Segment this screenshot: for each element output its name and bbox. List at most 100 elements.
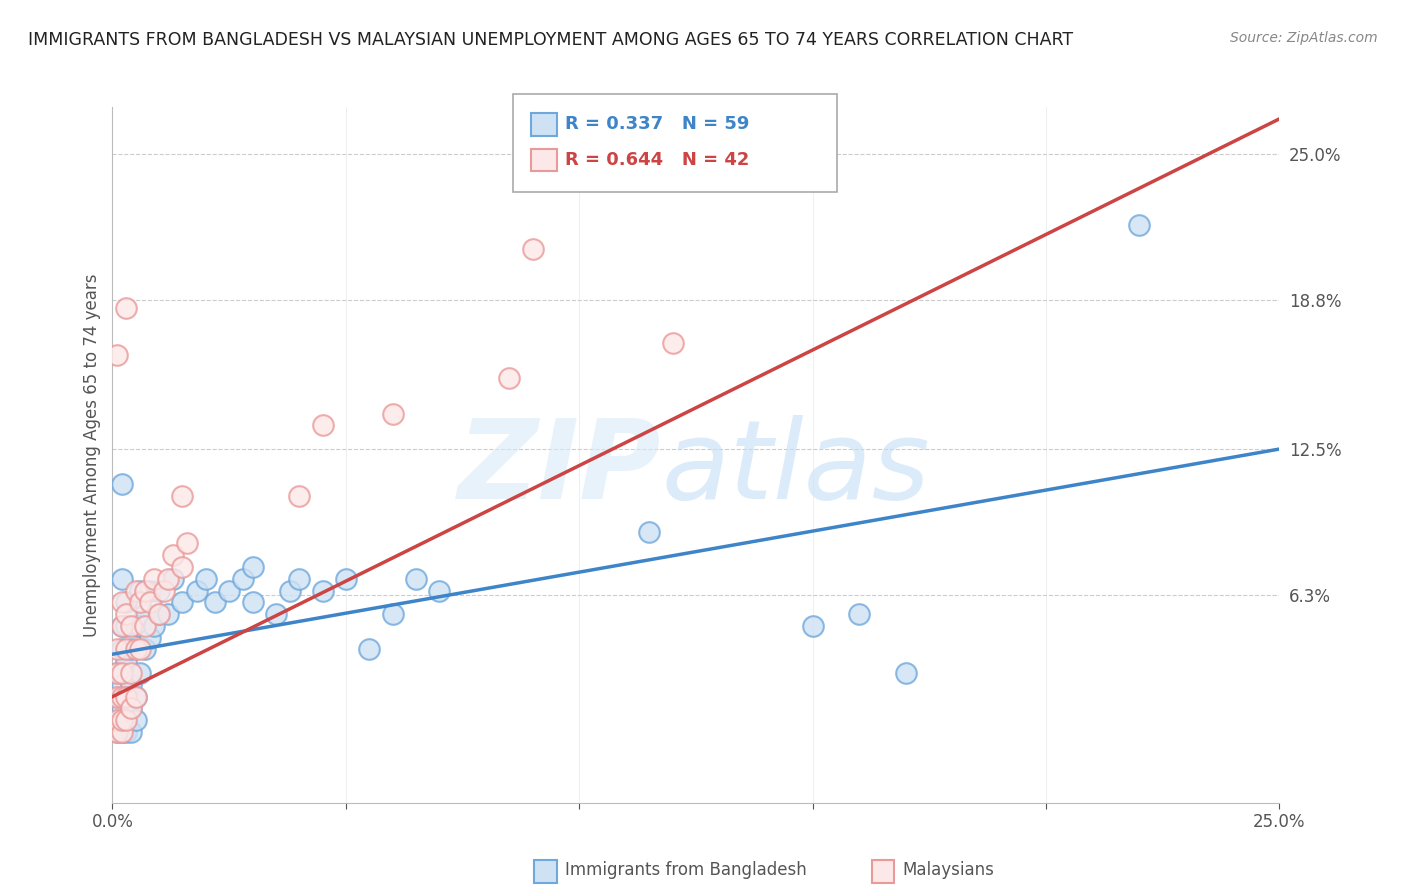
Point: [148, 607, 170, 621]
Point: [129, 666, 152, 681]
Point: [522, 242, 544, 256]
Text: ZIP: ZIP: [457, 416, 661, 523]
Point: [115, 725, 138, 739]
Point: [288, 572, 311, 586]
Point: [638, 524, 661, 539]
Point: [111, 595, 134, 609]
Point: [176, 536, 198, 550]
Point: [111, 572, 134, 586]
Point: [157, 572, 180, 586]
Point: [105, 713, 128, 727]
Point: [1128, 218, 1150, 232]
Point: [204, 595, 226, 609]
Point: [111, 619, 134, 633]
Point: [381, 407, 404, 421]
Point: [335, 572, 357, 586]
Point: [115, 654, 138, 668]
Point: [801, 619, 824, 633]
Point: [105, 642, 128, 657]
Point: [115, 619, 138, 633]
Point: [115, 690, 138, 704]
Point: [129, 595, 152, 609]
Point: [111, 690, 134, 704]
Point: [115, 713, 138, 727]
Point: [172, 560, 194, 574]
Point: [125, 583, 148, 598]
Point: [242, 560, 264, 574]
Point: [120, 642, 142, 657]
Point: [120, 701, 142, 715]
Point: [115, 642, 138, 657]
Point: [120, 725, 142, 739]
Point: [194, 572, 217, 586]
Point: [125, 619, 148, 633]
Point: [120, 678, 142, 692]
Point: [381, 607, 404, 621]
Point: [125, 690, 148, 704]
Point: [105, 725, 128, 739]
Point: [120, 701, 142, 715]
Point: [218, 583, 240, 598]
Text: Malaysians: Malaysians: [903, 861, 994, 879]
Point: [111, 642, 134, 657]
Point: [311, 418, 333, 433]
Point: [105, 690, 128, 704]
Point: [162, 548, 184, 562]
Point: [115, 595, 138, 609]
Point: [111, 477, 134, 491]
Y-axis label: Unemployment Among Ages 65 to 74 years: Unemployment Among Ages 65 to 74 years: [83, 273, 101, 637]
Point: [139, 583, 162, 598]
Point: [162, 572, 184, 586]
Point: [111, 678, 134, 692]
Text: atlas: atlas: [661, 416, 929, 523]
Point: [264, 607, 287, 621]
Point: [134, 583, 156, 598]
Point: [105, 690, 128, 704]
Point: [111, 666, 134, 681]
Point: [120, 619, 142, 633]
Text: Immigrants from Bangladesh: Immigrants from Bangladesh: [565, 861, 807, 879]
Point: [148, 583, 170, 598]
Point: [139, 631, 162, 645]
Point: [172, 489, 194, 503]
Point: [115, 607, 138, 621]
Point: [405, 572, 427, 586]
Point: [134, 642, 156, 657]
Point: [111, 701, 134, 715]
Point: [125, 713, 148, 727]
Point: [139, 595, 162, 609]
Point: [186, 583, 208, 598]
Point: [105, 713, 128, 727]
Point: [143, 572, 166, 586]
Point: [311, 583, 333, 598]
Point: [153, 583, 176, 598]
Point: [157, 607, 180, 621]
Point: [111, 725, 134, 739]
Point: [359, 642, 381, 657]
Point: [232, 572, 254, 586]
Point: [115, 301, 138, 315]
Point: [427, 583, 450, 598]
Point: [111, 619, 134, 633]
Point: [120, 666, 142, 681]
Point: [661, 335, 683, 350]
Point: [129, 642, 152, 657]
Point: [125, 642, 148, 657]
Point: [111, 725, 134, 739]
Point: [111, 713, 134, 727]
Point: [143, 619, 166, 633]
Point: [111, 713, 134, 727]
Point: [115, 713, 138, 727]
Point: [894, 666, 917, 681]
Text: IMMIGRANTS FROM BANGLADESH VS MALAYSIAN UNEMPLOYMENT AMONG AGES 65 TO 74 YEARS C: IMMIGRANTS FROM BANGLADESH VS MALAYSIAN …: [28, 31, 1073, 49]
Point: [148, 607, 170, 621]
Point: [288, 489, 311, 503]
Point: [129, 583, 152, 598]
Point: [278, 583, 301, 598]
Point: [134, 607, 156, 621]
Point: [498, 371, 520, 385]
Point: [105, 725, 128, 739]
Text: R = 0.644   N = 42: R = 0.644 N = 42: [565, 151, 749, 169]
Point: [125, 690, 148, 704]
Text: Source: ZipAtlas.com: Source: ZipAtlas.com: [1230, 31, 1378, 45]
